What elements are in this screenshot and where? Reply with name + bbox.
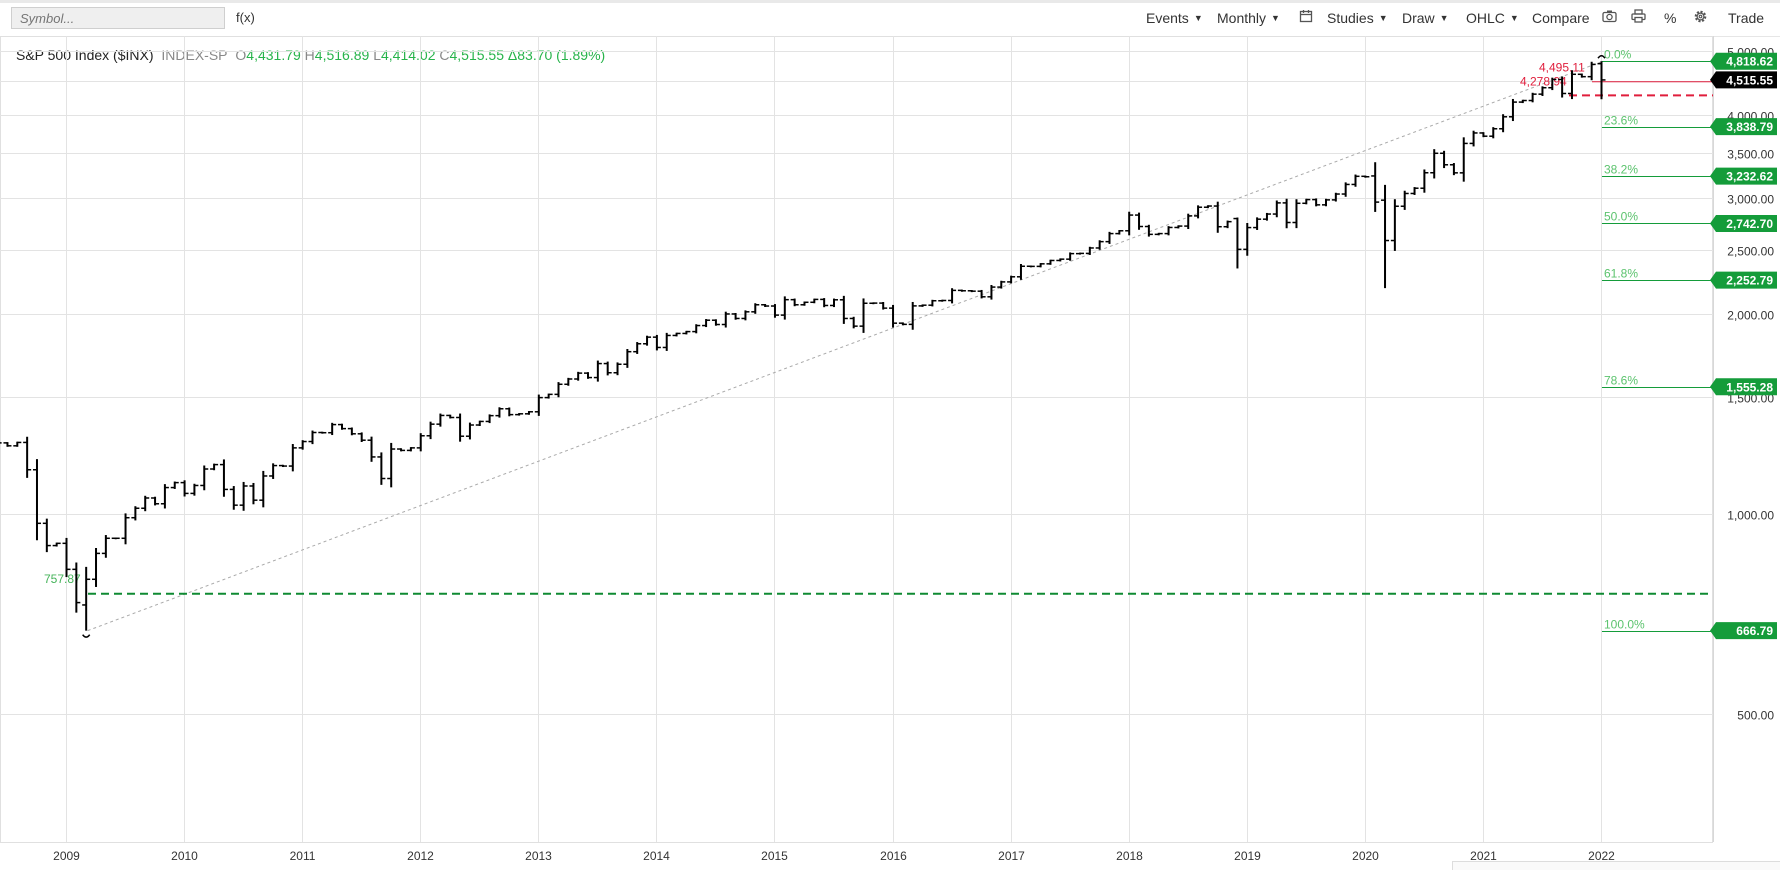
symbol-input[interactable]	[11, 7, 225, 29]
y-tick-label: 1,000.00	[1727, 509, 1774, 523]
fib-price-tag-bg	[1710, 52, 1777, 70]
fib-level-percent: 78.6%	[1604, 374, 1638, 388]
caret-down-icon: ▼	[1378, 13, 1388, 23]
fib-level-percent: 61.8%	[1604, 267, 1638, 281]
caret-down-icon: ▼	[1271, 13, 1280, 23]
fib-price-tag: 2,252.79	[1726, 274, 1773, 288]
current-price-tag-bg	[1710, 71, 1777, 89]
close-label: C	[439, 47, 450, 63]
fib-price-tag: 666.79	[1736, 624, 1773, 638]
x-tick-label: 2009	[53, 849, 80, 863]
fib-level-percent: 0.0%	[1604, 48, 1632, 62]
toolbar: f(x) Events ▼ Monthly ▼ Studies ▼ Draw ▼ OHL…	[0, 0, 1780, 37]
studies-menu[interactable]: Studies ▼	[1327, 10, 1388, 26]
fib-price-tag-bg	[1710, 118, 1777, 136]
y-tick-label: 2,000.00	[1727, 309, 1774, 323]
y-tick-label: 3,500.00	[1727, 148, 1774, 162]
pivot-low-marker	[82, 634, 91, 638]
x-tick-label: 2017	[998, 849, 1025, 863]
x-tick-label: 2021	[1470, 849, 1497, 863]
percent-button[interactable]: %	[1664, 10, 1677, 26]
caret-down-icon: ▼	[1439, 13, 1449, 23]
studies-label: Studies	[1327, 10, 1374, 26]
draw-label: Draw	[1402, 10, 1435, 26]
pivot-high-marker	[1597, 54, 1606, 59]
fib-price-tag: 1,555.28	[1726, 380, 1773, 394]
fib-level-percent: 38.2%	[1604, 163, 1638, 177]
print-icon[interactable]	[1631, 9, 1646, 26]
chart-type-label: OHLC	[1466, 10, 1505, 26]
y-tick-label: 500.00	[1737, 709, 1774, 723]
fib-price-tag: 2,742.70	[1726, 217, 1773, 231]
fib-price-tag-bg	[1710, 271, 1777, 289]
camera-icon[interactable]	[1602, 9, 1617, 26]
current-price-tag: 4,515.55	[1726, 73, 1773, 87]
trade-button[interactable]: Trade	[1728, 10, 1765, 26]
high-label: H	[304, 47, 315, 63]
resistance-level-label: 4,495.11	[1539, 61, 1585, 75]
x-tick-label: 2020	[1352, 849, 1379, 863]
fib-price-tag: 3,838.79	[1726, 120, 1773, 134]
events-menu[interactable]: Events ▼	[1146, 10, 1203, 26]
period-label: Monthly	[1217, 10, 1267, 26]
x-tick-label: 2010	[171, 849, 198, 863]
x-tick-label: 2019	[1234, 849, 1261, 863]
fib-level-percent: 100.0%	[1604, 618, 1645, 632]
x-tick-label: 2011	[290, 849, 316, 863]
fib-level-percent: 50.0%	[1604, 210, 1638, 224]
x-tick-label: 2018	[1116, 849, 1143, 863]
events-label: Events	[1146, 10, 1189, 26]
fib-price-tag-bg	[1710, 378, 1777, 396]
calendar-icon[interactable]	[1299, 9, 1313, 26]
y-tick-label: 3,000.00	[1727, 193, 1774, 207]
fib-price-tag: 4,818.62	[1726, 55, 1773, 69]
toolbar-top-border	[0, 0, 1780, 3]
draw-menu[interactable]: Draw ▼	[1402, 10, 1449, 26]
low-label: L	[373, 47, 381, 63]
support-level-label: 757.87	[44, 572, 81, 586]
fib-level-percent: 23.6%	[1604, 114, 1638, 128]
support-red-level-label: 4,278.94	[1520, 74, 1567, 88]
gear-icon[interactable]	[1693, 9, 1708, 27]
x-tick-label: 2015	[761, 849, 788, 863]
fib-price-tag-bg	[1710, 214, 1777, 232]
function-button[interactable]: f(x)	[236, 10, 255, 25]
x-tick-label: 2022	[1588, 849, 1615, 863]
compare-button[interactable]: Compare	[1532, 10, 1590, 26]
x-tick-label: 2012	[407, 849, 434, 863]
x-tick-label: 2016	[880, 849, 907, 863]
x-tick-label: 2013	[525, 849, 552, 863]
y-tick-label: 2,500.00	[1727, 245, 1774, 259]
bottom-panel-tab[interactable]	[1452, 861, 1780, 870]
caret-down-icon: ▼	[1509, 13, 1519, 23]
plot-frame	[0, 36, 1713, 843]
open-label: O	[235, 47, 247, 63]
fib-price-tag: 3,232.62	[1726, 170, 1773, 184]
x-tick-label: 2014	[643, 849, 670, 863]
fib-price-tag-bg	[1710, 622, 1777, 640]
chart-type-menu[interactable]: OHLC ▼	[1466, 10, 1519, 26]
caret-down-icon: ▼	[1193, 13, 1203, 23]
period-menu[interactable]: Monthly ▼	[1217, 10, 1280, 26]
fib-price-tag-bg	[1710, 167, 1777, 185]
fib-trend-line	[87, 60, 1604, 632]
